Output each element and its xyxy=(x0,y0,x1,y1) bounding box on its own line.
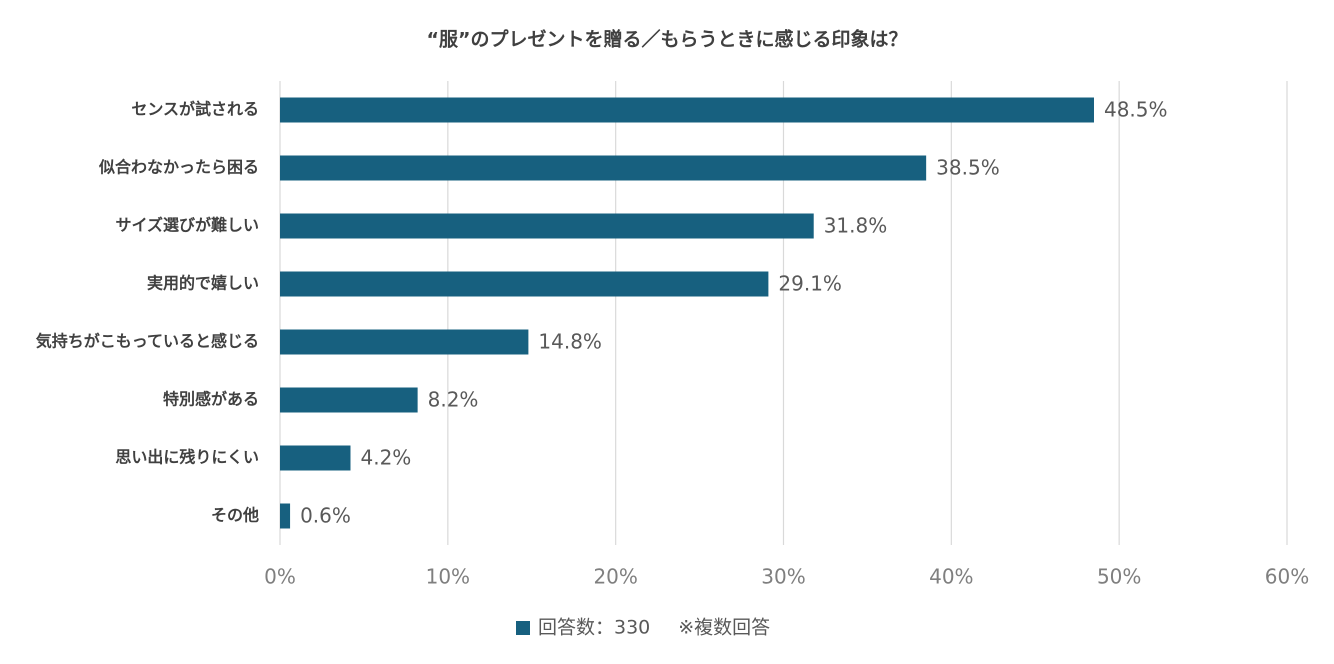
y-tick-label: 実用的で嬉しい xyxy=(147,274,259,293)
x-tick-label: 0% xyxy=(264,565,296,589)
x-tick-label: 50% xyxy=(1097,565,1141,589)
x-tick-label: 10% xyxy=(426,565,470,589)
value-label: 8.2% xyxy=(428,388,479,412)
bar xyxy=(280,97,1094,123)
bar xyxy=(280,213,814,239)
y-tick-label: 気持ちがこもっていると感じる xyxy=(36,332,259,351)
x-tick-label: 30% xyxy=(761,565,805,589)
chart-title: “服”のプレゼントを贈る／もらうときに感じる印象は？ xyxy=(427,28,908,51)
bar xyxy=(280,503,291,529)
y-tick-label: その他 xyxy=(211,506,259,525)
y-tick-label: 思い出に残りにくい xyxy=(115,448,259,467)
y-tick-label: 似合わなかったら困る xyxy=(98,158,259,177)
bar xyxy=(280,445,351,471)
value-label: 0.6% xyxy=(300,504,351,528)
value-label: 4.2% xyxy=(360,446,411,470)
bar xyxy=(280,387,418,413)
legend-label: 回答数：330 xyxy=(538,617,650,639)
x-tick-label: 40% xyxy=(929,565,973,589)
bar xyxy=(280,329,529,355)
y-tick-label: 特別感がある xyxy=(163,390,259,409)
y-tick-label: サイズ選びが難しい xyxy=(115,216,259,235)
note: ※複数回答 xyxy=(678,617,770,639)
value-label: 38.5% xyxy=(936,156,1000,180)
value-label: 29.1% xyxy=(778,272,842,296)
bar xyxy=(280,155,927,181)
y-tick-label: センスが試される xyxy=(131,100,259,119)
x-tick-label: 20% xyxy=(593,565,637,589)
value-label: 14.8% xyxy=(538,330,602,354)
bar xyxy=(280,271,769,297)
value-label: 31.8% xyxy=(824,214,888,238)
x-tick-label: 60% xyxy=(1265,565,1309,589)
value-label: 48.5% xyxy=(1104,98,1168,122)
legend-swatch xyxy=(516,621,530,635)
